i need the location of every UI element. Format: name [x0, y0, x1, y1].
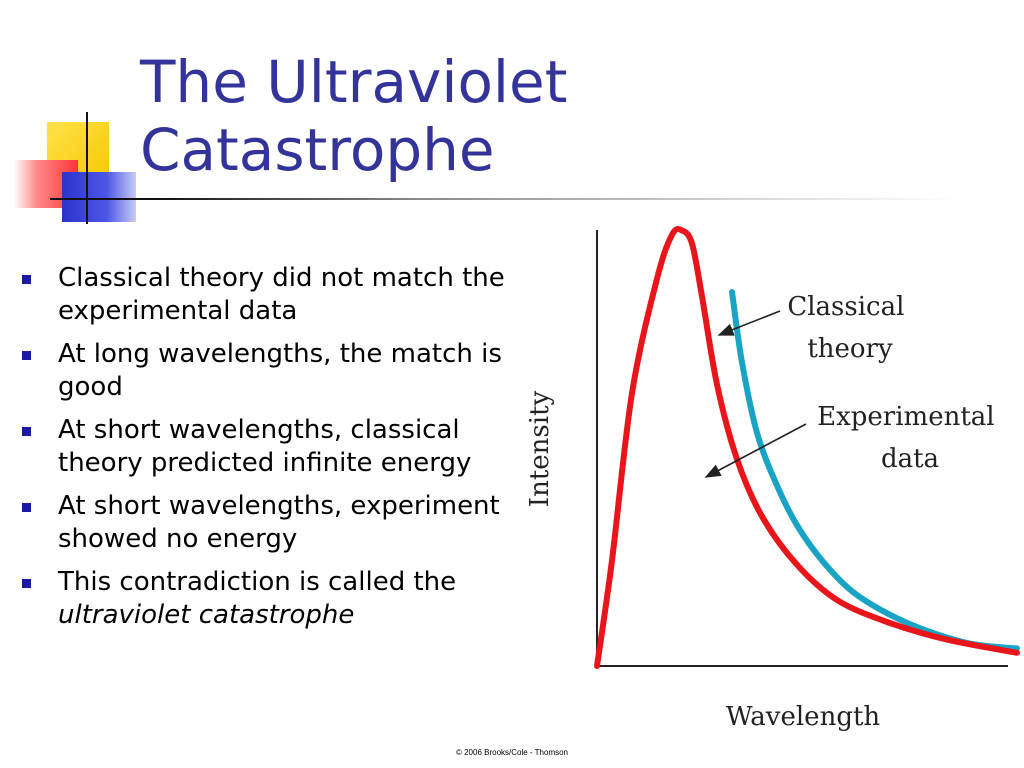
- square-bullet-icon: [22, 427, 31, 436]
- bullet-text: Classical theory did not match the exper…: [58, 263, 505, 326]
- annotation-line: Classical: [787, 292, 904, 322]
- title-underline: [50, 198, 960, 200]
- bullet-list: Classical theory did not match the exper…: [18, 262, 528, 642]
- slide-title-line-1: The Ultraviolet: [140, 48, 568, 116]
- bullet-text: At short wavelengths, experiment showed …: [58, 491, 500, 554]
- experimental-annotation: Experimental data: [817, 402, 1003, 474]
- bullet-text: At long wavelengths, the match is good: [58, 339, 502, 402]
- bullet-item: This contradiction is called the ultravi…: [18, 566, 528, 632]
- bullet-item: Classical theory did not match the exper…: [18, 262, 528, 328]
- square-bullet-icon: [22, 351, 31, 360]
- experimental-annotation-arrow: [704, 423, 807, 478]
- square-bullet-icon: [22, 503, 31, 512]
- bullet-text: At short wavelengths, classical theory p…: [58, 415, 472, 478]
- experimental-data-curve: [594, 225, 1020, 669]
- classical-annotation: Classical theory: [787, 292, 912, 364]
- blue-square: [62, 172, 136, 222]
- annotation-line: data: [881, 444, 939, 474]
- x-axis-label: Wavelength: [726, 702, 881, 732]
- copyright-notice: © 2006 Brooks/Cole - Thomson: [455, 748, 569, 757]
- bullet-emphasis: ultraviolet catastrophe: [58, 600, 355, 630]
- chart-svg: Intensity Wavelength Classical theory Ex…: [525, 225, 1020, 732]
- y-axis-label: Intensity: [525, 390, 555, 507]
- classical-annotation-arrow: [717, 310, 781, 336]
- annotation-line: Experimental: [817, 402, 994, 432]
- slide-title-line-2: Catastrophe: [140, 116, 495, 184]
- slide-title: The Ultraviolet Catastrophe: [140, 48, 567, 184]
- bullet-item: At long wavelengths, the match is good: [18, 338, 528, 404]
- bullet-text: This contradiction is called the: [58, 567, 457, 597]
- bullet-item: At short wavelengths, classical theory p…: [18, 414, 528, 480]
- bullet-item: At short wavelengths, experiment showed …: [18, 490, 528, 556]
- series-layer: [594, 225, 1020, 669]
- decorative-corner-squares: [0, 0, 140, 240]
- blackbody-chart: Intensity Wavelength Classical theory Ex…: [520, 225, 1020, 745]
- decorative-vertical-line: [86, 112, 88, 224]
- square-bullet-icon: [22, 579, 31, 588]
- annotation-line: theory: [807, 334, 893, 364]
- square-bullet-icon: [22, 275, 31, 284]
